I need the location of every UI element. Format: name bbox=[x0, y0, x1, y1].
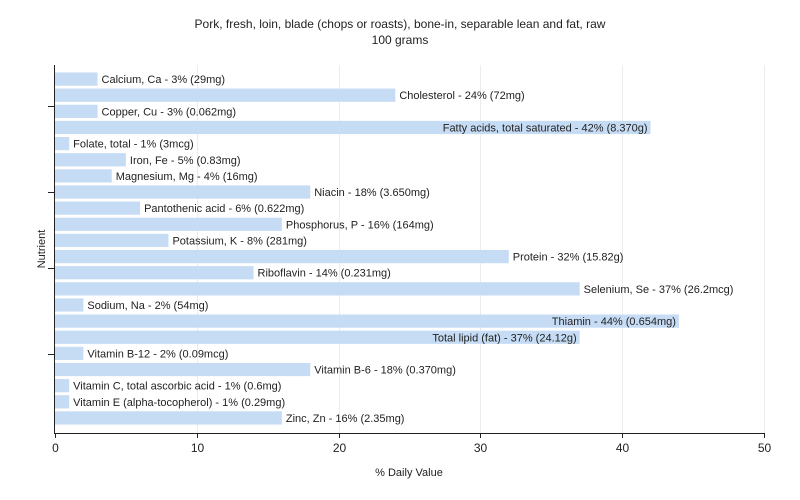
bar bbox=[55, 314, 679, 328]
bar bbox=[55, 379, 70, 393]
grid-lines bbox=[197, 65, 765, 433]
x-tick-label: 30 bbox=[474, 441, 488, 455]
bar-label: Niacin - 18% (3.650mg) bbox=[314, 187, 430, 199]
bar-label: Magnesium, Mg - 4% (16mg) bbox=[116, 171, 258, 183]
bar bbox=[55, 201, 141, 215]
bar bbox=[55, 266, 254, 280]
bar-label: Pantothenic acid - 6% (0.622mg) bbox=[144, 203, 304, 215]
bar bbox=[55, 136, 70, 151]
bar bbox=[55, 346, 84, 361]
bar-label: Selenium, Se - 37% (26.2mcg) bbox=[584, 284, 734, 296]
bar bbox=[55, 169, 112, 183]
bar-label: Copper, Cu - 3% (0.062mg) bbox=[102, 106, 237, 118]
bar-label: Calcium, Ca - 3% (29mg) bbox=[102, 74, 225, 86]
bars: Calcium, Ca - 3% (29mg) Cholesterol - 24%… bbox=[55, 72, 734, 425]
y-axis-label: Nutrient bbox=[36, 230, 48, 269]
bar-label: Protein - 32% (15.82g) bbox=[513, 252, 624, 264]
bar bbox=[55, 88, 396, 102]
bar-label: Vitamin E (alpha-tocopherol) - 1% (0.29m… bbox=[73, 397, 285, 409]
bar-label: Fatty acids, total saturated - 42% (8.37… bbox=[443, 122, 648, 134]
bar bbox=[55, 395, 70, 409]
bar-label: Thiamin - 44% (0.654mg) bbox=[552, 316, 676, 328]
bar-label: Total lipid (fat) - 37% (24.12g) bbox=[432, 332, 576, 344]
bar bbox=[55, 362, 311, 377]
bar bbox=[55, 120, 651, 135]
x-tick-label: 20 bbox=[333, 441, 347, 455]
bar bbox=[55, 411, 282, 425]
y-ticks bbox=[48, 106, 54, 355]
bar bbox=[55, 72, 98, 86]
bar-label: Cholesterol - 24% (72mg) bbox=[399, 90, 524, 102]
chart-title: Pork, fresh, loin, blade (chops or roast… bbox=[195, 17, 606, 31]
axes bbox=[54, 65, 764, 434]
bar bbox=[55, 153, 126, 167]
x-tick-label: 0 bbox=[52, 441, 59, 455]
x-tick-label: 50 bbox=[758, 441, 772, 455]
x-tick-label: 10 bbox=[191, 441, 205, 455]
bar-label: Potassium, K - 8% (281mg) bbox=[172, 235, 307, 247]
bar-label: Zinc, Zn - 16% (2.35mg) bbox=[286, 413, 405, 425]
bar bbox=[55, 282, 580, 296]
bar bbox=[55, 185, 311, 199]
bar bbox=[55, 233, 169, 248]
bar bbox=[55, 104, 98, 118]
x-axis-label: % Daily Value bbox=[375, 467, 443, 479]
bar-label: Folate, total - 1% (3mcg) bbox=[73, 139, 193, 151]
bar-label: Iron, Fe - 5% (0.83mg) bbox=[130, 155, 241, 167]
bar-label: Vitamin B-12 - 2% (0.09mcg) bbox=[87, 348, 228, 360]
chart-subtitle: 100 grams bbox=[372, 33, 429, 47]
bar bbox=[55, 249, 509, 264]
bar bbox=[55, 330, 580, 344]
bar-label: Vitamin C, total ascorbic acid - 1% (0.6… bbox=[73, 381, 281, 393]
bar bbox=[55, 298, 84, 312]
bar-label: Phosphorus, P - 16% (164mg) bbox=[286, 219, 434, 231]
bar-label: Riboflavin - 14% (0.231mg) bbox=[258, 268, 391, 280]
bar bbox=[55, 217, 282, 231]
bar-label: Sodium, Na - 2% (54mg) bbox=[87, 300, 208, 312]
x-tick-label: 40 bbox=[616, 441, 630, 455]
x-ticks: 0 10 20 30 40 50 bbox=[52, 433, 771, 455]
bar-label: Vitamin B-6 - 18% (0.370mg) bbox=[314, 365, 456, 377]
